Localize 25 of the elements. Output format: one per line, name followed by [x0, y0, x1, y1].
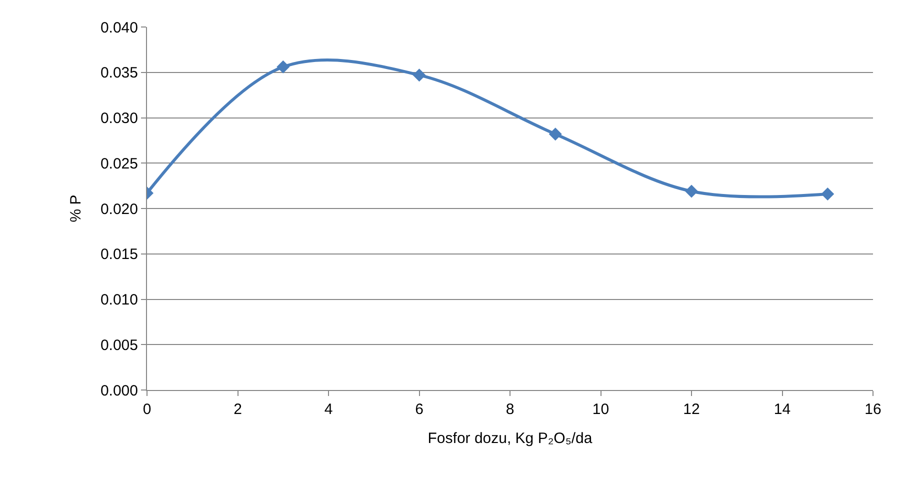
y-tick-label: 0.025 [100, 155, 138, 172]
y-tick-label: 0.000 [100, 382, 138, 400]
x-tick-label: 8 [506, 401, 514, 418]
point [412, 68, 426, 82]
y-tick-label: 0.035 [100, 64, 138, 82]
y-tick-label: 0.005 [100, 336, 138, 354]
x-tick-label: 2 [234, 401, 242, 418]
y-tick-label: 0.030 [100, 110, 138, 127]
x-tick-label: 16 [864, 401, 882, 418]
point [821, 187, 834, 200]
point [548, 128, 562, 141]
x-tick-label: 14 [774, 401, 791, 418]
x-tick-label: 10 [592, 401, 610, 418]
point [685, 184, 698, 198]
y-tick-label: 0.020 [100, 200, 138, 218]
x-tick-label: 12 [683, 401, 700, 418]
x-tick-label: 0 [142, 401, 152, 418]
x-tick-label: 4 [324, 401, 333, 418]
x-tick-label: 6 [415, 401, 424, 418]
y-axis-title: % P [68, 194, 85, 222]
y-tick-label: 0.010 [100, 292, 138, 308]
y-tick-label: 0.015 [100, 246, 138, 264]
point [276, 60, 290, 74]
y-tick-label: 0.040 [100, 19, 138, 36]
x-axis-title: Fosfor dozu, Kg P₂O₅/da [428, 430, 593, 447]
